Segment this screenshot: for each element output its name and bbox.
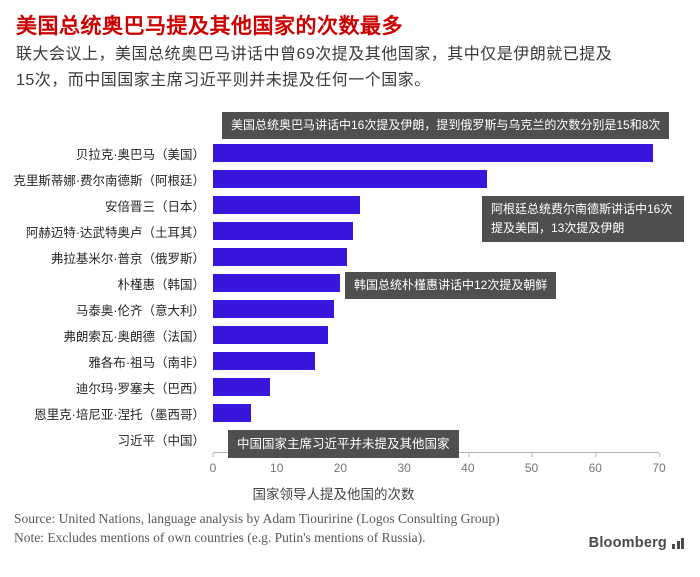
bar [213,170,487,188]
bar-track [213,300,659,318]
y-axis-label: 马泰奥·伦齐（意大利） [75,303,205,318]
bar-track [213,274,659,292]
bar-track [213,326,659,344]
bar [213,222,354,240]
x-axis-title: 国家领导人提及他国的次数 [252,487,415,502]
table-row: 迪尔玛·罗塞夫（巴西） [8,374,659,400]
bar-chart-icon [672,538,684,551]
bar-track [213,352,659,370]
bar-chart: 贝拉克·奥巴马（美国） 克里斯蒂娜·费尔南德斯（阿根廷） 安倍晋三（日本） 阿赫… [8,140,666,503]
bar-track [213,222,659,240]
bar [213,352,315,370]
x-axis-tick: 60 [589,453,602,475]
bar-track [213,378,659,396]
y-axis-label: 恩里克·培尼亚·涅托（墨西哥） [34,407,205,422]
bar-track [213,170,659,188]
bar [213,300,335,318]
y-axis-label: 雅各布·祖马（南非） [88,355,205,370]
tooltip-annotation-obama: 美国总统奥巴马讲话中16次提及伊朗，提到俄罗斯与乌克兰的次数分别是15和8次 [222,112,670,140]
bar [213,274,341,292]
bar [213,196,360,214]
table-row: 弗朗索瓦·奥朗德（法国） [8,322,659,348]
y-axis-label: 弗朗索瓦·奥朗德（法国） [63,329,205,344]
chart-subtitle: 联大会议上，美国总统奥巴马讲话中曾69次提及其他国家，其中仅是伊朗就已提及 15… [16,42,688,94]
table-row: 阿赫迈特·达武特奥卢（土耳其） [8,218,659,244]
y-axis-label: 阿赫迈特·达武特奥卢（土耳其） [25,225,205,240]
bar [213,144,653,162]
note-text: Note: Excludes mentions of own countries… [14,530,426,545]
table-row: 雅各布·祖马（南非） [8,348,659,374]
source-text: Source: United Nations, language analysi… [14,511,500,526]
y-axis-label: 迪尔玛·罗塞夫（巴西） [75,381,205,396]
bar-track [213,404,659,422]
table-row: 安倍晋三（日本） [8,192,659,218]
subtitle-line-1: 联大会议上，美国总统奥巴马讲话中曾69次提及其他国家，其中仅是伊朗就已提及 [16,46,613,63]
y-axis-label: 安倍晋三（日本） [104,199,205,214]
y-axis-label: 贝拉克·奥巴马（美国） [75,147,205,162]
bloomberg-wordmark: Bloomberg [588,535,667,551]
bloomberg-logo: Bloomberg [589,535,684,551]
table-row: 恩里克·培尼亚·涅托（墨西哥） [8,400,659,426]
tooltip-annotation-park: 韩国总统朴槿惠讲话中12次提及朝鲜 [345,272,557,300]
bar-track [213,196,659,214]
table-row: 朴槿惠（韩国） [8,270,659,296]
x-axis-tick: 40 [461,453,475,475]
bar [213,326,328,344]
bar-track [213,248,659,266]
table-row: 马泰奥·伦齐（意大利） [8,296,659,322]
y-axis-label: 克里斯蒂娜·费尔南德斯（阿根廷） [13,173,205,188]
x-axis-tick: 0 [210,453,216,475]
bar [213,248,347,266]
y-axis-label: 习近平（中国） [117,433,205,448]
y-axis-label: 弗拉基米尔·普京（俄罗斯） [50,251,205,266]
table-row: 弗拉基米尔·普京（俄罗斯） [8,244,659,270]
x-axis-tick: 70 [652,453,666,475]
bar-track [213,144,659,162]
table-row: 贝拉克·奥巴马（美国） [8,140,659,166]
tooltip-annotation-xi: 中国国家主席习近平并未提及其他国家 [228,430,459,458]
subtitle-line-2: 15次，而中国国家主席习近平则并未提及任何一个国家。 [16,72,431,89]
y-axis-label: 朴槿惠（韩国） [117,277,205,292]
tooltip-annotation-fernandez: 阿根廷总统费尔南德斯讲话中16次提及美国，13次提及伊朗 [482,196,684,243]
bar [213,378,271,396]
bar [213,404,252,422]
table-row: 习近平（中国） [8,426,659,452]
x-axis-tick: 50 [525,453,538,475]
table-row: 克里斯蒂娜·费尔南德斯（阿根廷） [8,166,659,192]
chart-title: 美国总统奥巴马提及其他国家的次数最多 [16,15,403,38]
